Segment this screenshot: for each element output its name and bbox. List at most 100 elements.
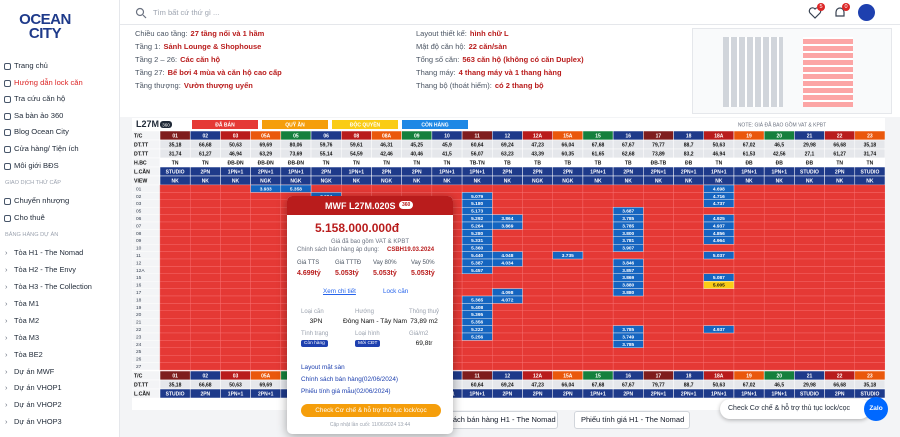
menu-item[interactable]: Chuyển nhượng [0, 193, 120, 210]
header-text: NK [685, 178, 693, 184]
header-text: 16 [625, 373, 631, 379]
unit-cell [190, 347, 221, 356]
menu-item[interactable]: Hướng dẫn lock căn [0, 75, 120, 92]
unit-cell [159, 295, 191, 304]
header-text: 08A [382, 133, 392, 139]
unit-cell [492, 310, 523, 319]
unit-cell [794, 192, 825, 201]
heart-icon[interactable] [808, 6, 822, 20]
price-sheet-button[interactable]: Phiếu tính giá H1 - The Nomad [574, 411, 690, 429]
unit-cell [522, 251, 553, 260]
unit-cell [159, 347, 191, 356]
project-item[interactable]: Dự án MWF [0, 364, 120, 381]
header-text: TB [534, 160, 541, 166]
header-text: 2PN [382, 169, 392, 175]
attr-label: Hướng [355, 309, 374, 315]
unit-cell [190, 251, 221, 260]
info-row: Tầng 1: Sảnh Lounge & Shophouse [135, 42, 261, 51]
unit-cell [703, 295, 735, 304]
menu-item[interactable]: Blog Ocean City [0, 124, 120, 141]
policy-button[interactable]: Chính sách bán hàng H1 - The Nomad [420, 411, 558, 429]
unit-cell [763, 295, 795, 304]
unit-cell [824, 325, 855, 334]
menu-item[interactable]: Môi giới BĐS [0, 158, 120, 175]
lock-check-button[interactable]: Check Cơ chế & hỗ trợ thủ tục lock/cọc [301, 404, 441, 417]
header-text: 29,98 [803, 382, 816, 388]
unit-cell [794, 221, 825, 230]
attr-label: Loại hình [355, 331, 380, 337]
popup-link[interactable]: Lock căn [383, 288, 409, 295]
menu-item[interactable]: Tra cứu căn hộ [0, 91, 120, 108]
header-text: 17 [656, 373, 662, 379]
unit-cell [763, 221, 795, 230]
header-text: TN [172, 160, 179, 166]
zalo-button[interactable]: Zalo [864, 397, 888, 421]
header-text: 50,63 [229, 382, 242, 388]
doc-link[interactable]: Chính sách bán hàng(02/06/2024) [301, 376, 398, 383]
unit-cell [643, 251, 674, 260]
unit-cell [824, 214, 855, 223]
chat-bubble[interactable]: Check Cơ chế & hỗ trợ thủ tục lock/cọc [720, 399, 870, 419]
popup-link[interactable]: Xem chi tiết [323, 288, 356, 295]
unit-cell [159, 317, 191, 326]
unit-cell [763, 354, 795, 363]
floor-label: 10 [136, 246, 142, 252]
header-text: 66,04 [562, 142, 575, 148]
unit-cell [250, 266, 282, 274]
bell-icon[interactable] [833, 6, 847, 20]
unit-cell [552, 229, 584, 238]
project-item[interactable]: Tòa BE2 [0, 347, 120, 364]
header-text: 15 [595, 133, 601, 139]
unit-cell [159, 325, 191, 334]
unit-cell [794, 325, 825, 334]
available-cell [612, 340, 644, 348]
unit-cell [673, 221, 704, 230]
header-text: 69,24 [501, 382, 514, 388]
doc-link[interactable]: Layout mặt sàn [301, 364, 345, 371]
header-text: 1PN+1 [772, 391, 788, 397]
policy-code: CSBH19.03.2024 [387, 247, 435, 253]
project-item[interactable]: Dự án VHOP1 [0, 380, 120, 397]
unit-cell [220, 184, 251, 193]
info-value: Các căn hộ [180, 55, 221, 64]
project-item[interactable]: Dự án VHOP3 [0, 414, 120, 431]
logo-line: CITY [28, 25, 62, 42]
unit-cell [492, 303, 523, 311]
project-item[interactable]: Tòa M2 [0, 313, 120, 330]
price-label: Giá TTTĐ [335, 260, 362, 266]
unit-cell [733, 295, 765, 304]
header-text: ĐB [745, 160, 753, 166]
unit-cell [794, 295, 825, 304]
info-value: có 2 thang bộ [494, 81, 544, 90]
doc-link[interactable]: Phiếu tính giá mẫu(02/06/2024) [301, 388, 391, 395]
project-item[interactable]: Tòa M1 [0, 296, 120, 313]
unit-cell [794, 258, 825, 267]
header-text: 66,68 [199, 382, 212, 388]
info-label: Tổng số căn: [416, 55, 460, 64]
cell-price: 5.087 [713, 275, 725, 281]
project-item[interactable]: Tòa H3 - The Collection [0, 279, 120, 296]
project-item[interactable]: Tòa H2 - The Envy [0, 262, 120, 279]
header-text: TB [504, 160, 511, 166]
cell-price: 3.869 [501, 223, 513, 229]
header-text: 66,68 [199, 142, 212, 148]
topbar: Tìm bất cứ thứ gì ... 5 0 [120, 0, 900, 25]
menu-item[interactable]: Sa bàn ảo 360 [0, 108, 120, 125]
header-text: 79,77 [652, 142, 665, 148]
project-item[interactable]: Dự án VHOP2 [0, 397, 120, 414]
search-input[interactable]: Tìm bất cứ thứ gì ... [153, 8, 220, 17]
menu-item[interactable]: Trang chủ [0, 58, 120, 75]
unit-cell [612, 354, 644, 363]
unit-cell [552, 192, 584, 201]
unit-cell [552, 347, 584, 356]
menu-item[interactable]: Cho thuê [0, 210, 120, 227]
project-item[interactable]: Tòa H1 - The Nomad [0, 245, 120, 262]
unit-cell [703, 347, 735, 356]
header-text: NK [232, 178, 240, 184]
avatar[interactable] [858, 4, 875, 21]
unit-cell [522, 229, 553, 238]
project-item[interactable]: Tòa M3 [0, 330, 120, 347]
menu-item[interactable]: Cửa hàng/ Tiện ích [0, 141, 120, 158]
header-text: 11 [475, 373, 481, 379]
floor-label: 24 [136, 342, 142, 348]
